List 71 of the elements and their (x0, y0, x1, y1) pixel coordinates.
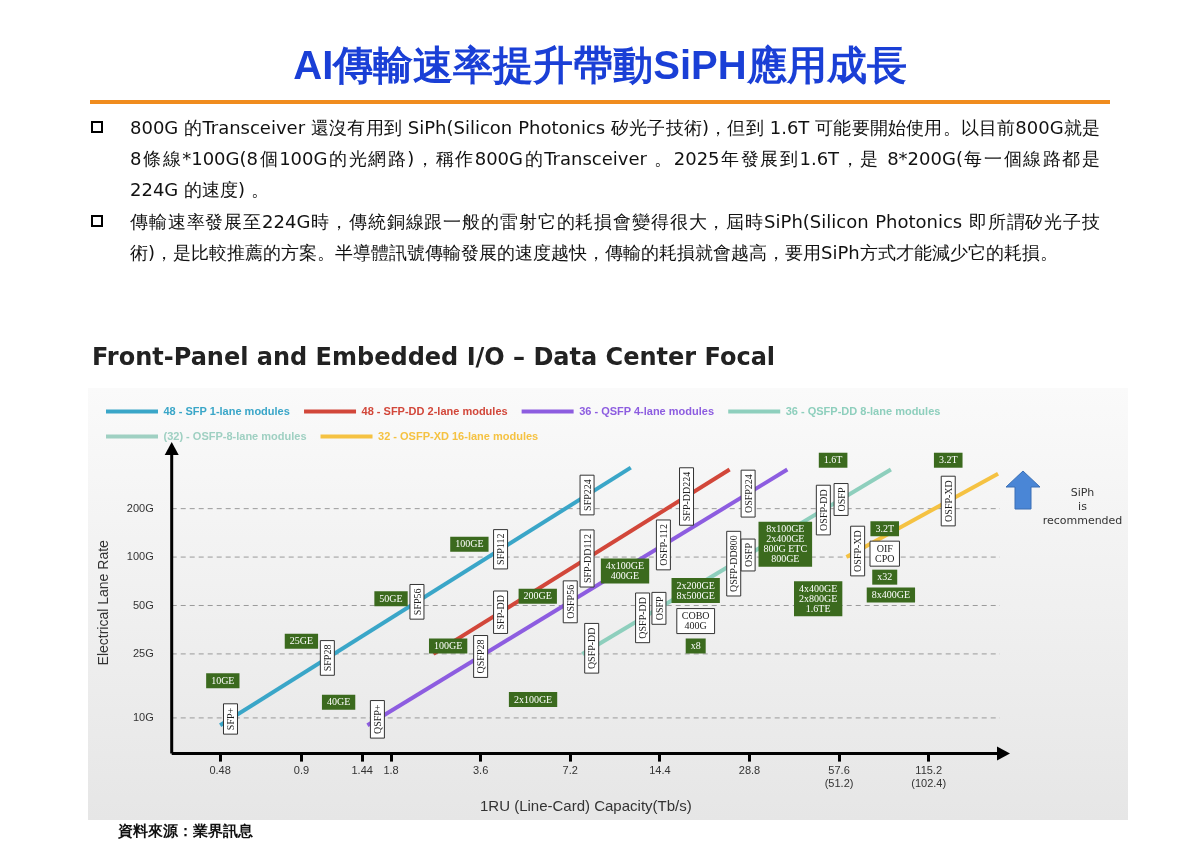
annotation: OSFP-XD (942, 480, 954, 522)
chart-title: AI傳輸速率提升帶動SiPH應用成長 (292, 42, 908, 89)
annotation: 4x400GE 2x800GE 1.6TE (799, 582, 838, 614)
annotation: 4x100GE 400GE (605, 560, 645, 582)
legend-label: 36 - QSFP-DD 8-lane modules (785, 404, 941, 417)
annotation: 2x200GE 8x500GE (676, 579, 715, 601)
x-axis-title: 1RU (Line-Card) Capacity(Tb/s) (479, 797, 692, 815)
annotation: 40GE (326, 696, 351, 708)
annotation: QSFP28 (475, 639, 487, 674)
annotation: SFP28 (321, 644, 333, 672)
legend-label: 32 - OSFP-XD 16-lane modules (378, 429, 539, 442)
x-tick-label: 0.48 (209, 764, 231, 777)
annotation: SFP-DD224 (681, 471, 693, 522)
annotation: 3.2T (875, 522, 895, 534)
annotation: 1.6T (823, 454, 843, 466)
y-tick-label: 200G (126, 501, 154, 514)
annotation: 200GE (523, 590, 552, 602)
x-tick-label: 57.6 (51.2) (824, 764, 854, 790)
legend-label: 36 - QSFP 4-lane modules (579, 404, 715, 417)
annotation: SFP-DD112 (581, 533, 593, 584)
annotation: SFP-DD (495, 595, 507, 630)
annotation: SFP224 (581, 479, 593, 511)
annotation: OSFP-DD (817, 489, 829, 531)
annotation: 10GE (211, 674, 235, 686)
annotation: 100GE (455, 538, 484, 550)
annotation: SFP112 (495, 533, 507, 565)
x-tick-label: 28.8 (738, 764, 761, 777)
text: 800G 的Transceiver 還沒有用到 SiPh(Silicon Photonics 矽光子技術)，但到 1.6T 可能要開始使用。以目前800G就是8條線*100G(8個100G的光網路)，稱作800G的Transceiver 。2025年發展到1.6T，是 8*200G(每一個線路都是 224G 的速度) 。 (130, 117, 1100, 200)
annotation: OSFP (653, 595, 665, 621)
chart-subtitle: Front-Panel and Embedded I/O – Data Center Focal (92, 343, 776, 371)
text: SiPh is recommended (1041, 486, 1124, 528)
y-tick-label: 25G (132, 646, 154, 659)
legend-label: (32) - OSFP-8-lane modules (163, 429, 307, 442)
annotation: QSFP-DD (586, 627, 598, 670)
annotation: OSFP (835, 487, 847, 512)
legend-label: 48 - SFP-DD 2-lane modules (361, 404, 508, 417)
annotation: QSFP-DD (637, 596, 649, 639)
annotation: OSFP-112 (658, 523, 670, 566)
annotation: QSFP-DD800 (728, 535, 740, 592)
annotation: SFP+ (225, 707, 237, 731)
legend-label: 48 - SFP 1-lane modules (163, 404, 290, 417)
annotation: x8 (690, 640, 701, 652)
annotation: COBO 400G (681, 610, 710, 632)
annotation: QSFP+ (372, 704, 384, 735)
x-tick-label: 115.2 (102.4) (911, 764, 947, 790)
x-tick-label: 1.8 (383, 764, 399, 777)
annotation: 8x400GE (871, 589, 911, 601)
text: 傳輸速率發展至224G時，傳統銅線跟一般的雷射它的耗損會變得很大，屆時SiPh(Silicon Photonics 即所謂矽光子技術)，是比較推薦的方案。半導體訊號傳輸發展的速度越快，傳輸的耗損就會越高，要用SiPh方式才能減少它的耗損。 (130, 211, 1100, 263)
source-note: 資料來源：業界訊息 (118, 822, 253, 841)
x-tick-label: 14.4 (649, 764, 671, 777)
annotation: 8x100GE 2x400GE 800G ETC 800GE (763, 523, 808, 565)
annotation: OSFP (742, 542, 754, 567)
annotation: x32 (877, 571, 893, 583)
x-tick-label: 3.6 (472, 764, 489, 777)
x-tick-label: 1.44 (351, 764, 373, 777)
annotation: 50GE (379, 592, 403, 604)
annotation: OSFP-XD (852, 530, 864, 572)
annotation: 25GE (289, 635, 314, 647)
annotation: OSFP224 (742, 474, 754, 514)
annotation: SFP56 (411, 588, 423, 616)
annotation: OIF CPO (875, 542, 895, 564)
y-tick-label: 10G (132, 710, 154, 723)
annotation: 3.2T (938, 454, 958, 466)
y-axis-title: Electrical Lane Rate (95, 539, 112, 666)
x-tick-label: 7.2 (562, 764, 578, 777)
annotation: OSFP56 (564, 584, 576, 619)
y-tick-label: 100G (126, 550, 154, 563)
annotation: 100GE (433, 640, 463, 652)
annotation: 2x100GE (513, 693, 553, 705)
y-tick-label: 50G (132, 598, 154, 611)
x-tick-label: 0.9 (293, 764, 310, 777)
